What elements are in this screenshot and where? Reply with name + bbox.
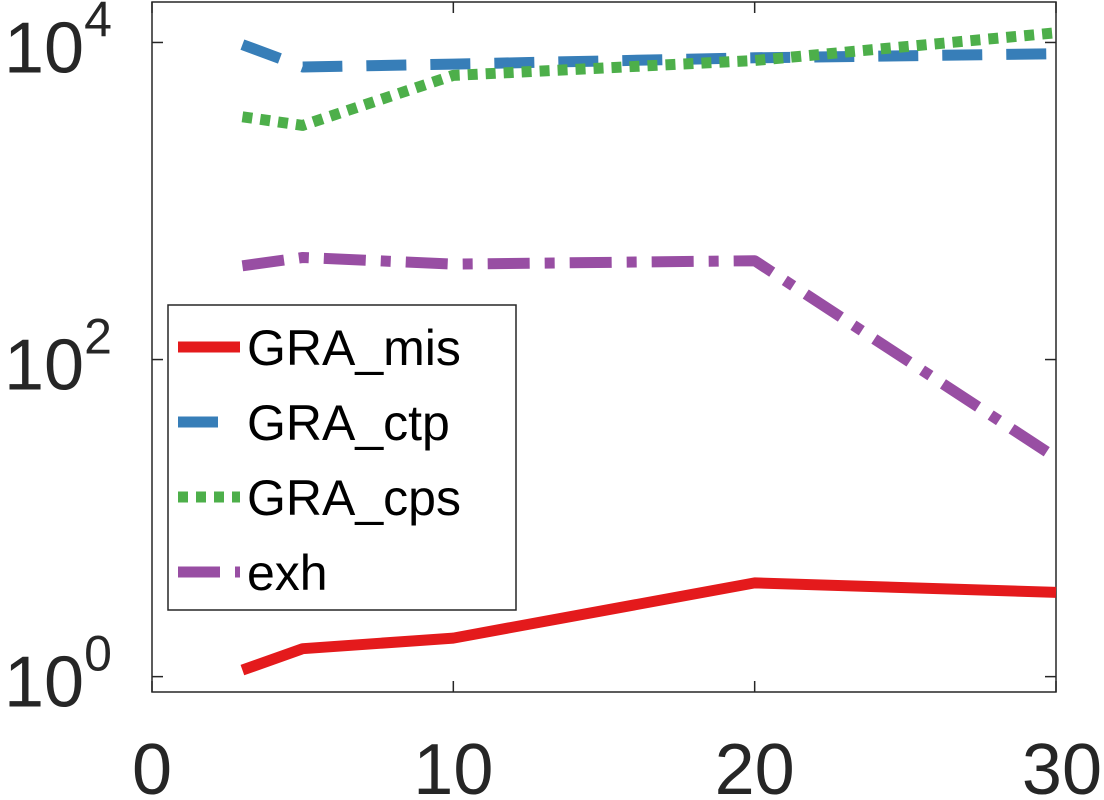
y-tick-exponent: 0 [84, 626, 112, 682]
data-point-gra-cps-2 [453, 75, 454, 76]
data-point-gra-ctp-2 [453, 64, 454, 65]
data-point-gra-ctp-1 [302, 67, 303, 68]
legend-label-gra-ctp: GRA_ctp [247, 395, 450, 451]
data-point-gra-mis-0 [242, 670, 243, 671]
legend-label-exh: exh [247, 545, 328, 601]
y-tick-exponent: 2 [84, 309, 112, 365]
y-tick-label: 104 [4, 0, 112, 88]
data-point-gra-ctp-3 [754, 57, 755, 58]
legend-box [167, 304, 517, 611]
series-lines [240, 27, 1060, 676]
data-point-exh-1 [302, 257, 303, 258]
data-point-gra-cps-0 [242, 116, 243, 117]
y-tick-label: 102 [4, 309, 112, 406]
x-tick-label: 30 [1022, 730, 1102, 800]
y-tick-exponent: 4 [84, 0, 112, 47]
y-tick-label: 100 [4, 626, 112, 723]
data-point-gra-ctp-0 [242, 44, 243, 45]
y-tick-base: 10 [4, 8, 84, 88]
series-line-gra-ctp [240, 39, 1057, 73]
series-line-gra-mis [240, 577, 1057, 676]
y-tick-base: 10 [4, 326, 84, 406]
legend-label-gra-cps: GRA_cps [247, 470, 461, 526]
data-point-gra-mis-3 [754, 582, 755, 583]
x-tick-label: 20 [715, 730, 795, 800]
data-point-exh-4 [1056, 457, 1057, 458]
legend-label-gra-mis: GRA_mis [247, 320, 461, 376]
data-point-gra-cps-4 [1056, 32, 1057, 33]
x-tick-label: 0 [132, 730, 172, 800]
y-tick-base: 10 [4, 643, 84, 723]
data-point-gra-mis-2 [453, 638, 454, 639]
series-line-gra-cps [241, 27, 1057, 131]
x-axis-ticks: 0 10 20 30 [132, 2, 1102, 800]
data-point-gra-cps-3 [754, 60, 755, 61]
data-point-exh-3 [754, 260, 755, 261]
data-point-gra-mis-4 [1056, 592, 1057, 593]
series-line-exh [241, 252, 1060, 463]
data-point-gra-cps-1 [302, 125, 303, 126]
x-tick-label: 10 [413, 730, 493, 800]
data-point-exh-0 [242, 265, 243, 266]
data-point-gra-ctp-4 [1056, 53, 1057, 54]
data-point-exh-2 [453, 264, 454, 265]
data-point-gra-mis-1 [302, 648, 303, 649]
